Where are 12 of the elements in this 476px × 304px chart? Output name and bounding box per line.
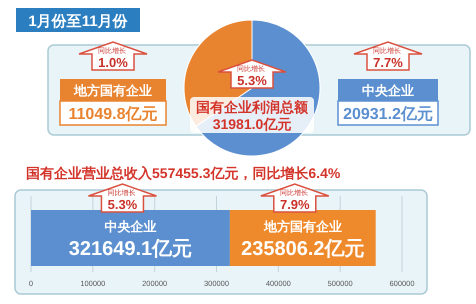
text: 1月份至11月份 — [28, 13, 129, 30]
text: 国有企业利润总额 — [196, 99, 309, 115]
data-label: 235806.2亿元 — [241, 238, 364, 260]
text: 31981.0亿元 — [212, 116, 292, 132]
slice-label: 地方国有企业 — [73, 83, 152, 98]
series-label: 中央企业 — [104, 219, 156, 234]
slice-label: 中央企业 — [362, 83, 414, 98]
chart-title: 国有企业营业总收入557455.3亿元，同比增长6.4% — [26, 165, 341, 181]
series-label: 地方国有企业 — [262, 219, 342, 234]
data-label: 20931.2亿元 — [343, 105, 433, 123]
data-label: 11049.8亿元 — [68, 105, 158, 123]
data-label: 321649.1亿元 — [68, 238, 192, 260]
